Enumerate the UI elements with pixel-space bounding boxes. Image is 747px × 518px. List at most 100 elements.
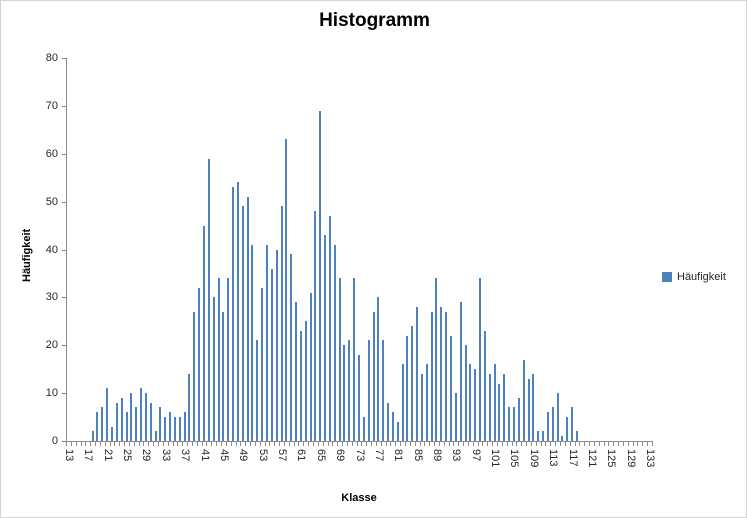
x-axis-tick: [604, 442, 605, 446]
x-axis-tick: [410, 442, 411, 446]
x-axis-tick: [453, 442, 454, 446]
x-axis-tick: [589, 442, 590, 446]
x-axis-tick: [187, 442, 188, 446]
histogram-bar: [546, 412, 549, 441]
x-axis-tick: [637, 442, 638, 446]
x-axis-tick: [555, 442, 556, 446]
histogram-bar: [464, 345, 467, 441]
y-axis-tick: [62, 202, 66, 203]
x-axis-tick: [507, 442, 508, 446]
histogram-bar: [430, 311, 433, 441]
histogram-bar: [207, 158, 210, 441]
histogram-bar: [106, 388, 109, 441]
x-axis-tick-label: 37: [179, 449, 192, 462]
histogram-bar: [488, 373, 491, 441]
x-axis-tick: [565, 442, 566, 446]
histogram-bar: [498, 383, 501, 441]
x-axis-tick: [347, 442, 348, 446]
histogram-bar: [435, 278, 438, 441]
x-axis-tick: [85, 442, 86, 446]
y-axis-tick: [62, 250, 66, 251]
x-axis-tick: [124, 442, 125, 446]
histogram-bar: [425, 364, 428, 441]
histogram-bar: [358, 354, 360, 441]
x-axis-tick: [545, 442, 546, 446]
x-axis-tick: [100, 442, 101, 446]
x-axis-tick: [95, 442, 96, 446]
y-axis-tick-label: 10: [45, 387, 58, 399]
histogram-bar: [522, 359, 525, 441]
y-axis-tick-label: 20: [45, 339, 58, 351]
x-axis-tick-label: 33: [159, 449, 172, 462]
x-axis-tick: [550, 442, 551, 446]
y-axis-tick-label: 60: [45, 148, 58, 160]
x-axis-tick-label: 121: [585, 449, 598, 468]
histogram-bar: [372, 311, 375, 441]
histogram-bar: [406, 335, 409, 441]
histogram-bar: [420, 373, 423, 441]
x-axis-tick: [134, 442, 135, 446]
legend: Häufigkeit: [662, 271, 726, 283]
x-axis-tick-label: 61: [295, 449, 308, 462]
histogram-bar: [304, 321, 307, 441]
x-axis-tick-label: 89: [430, 449, 443, 462]
x-axis-tick: [468, 442, 469, 446]
histogram-bar: [391, 412, 394, 441]
histogram-bar: [445, 311, 448, 441]
y-axis-tick-label: 30: [45, 291, 58, 303]
x-axis-tick: [168, 442, 169, 446]
x-axis-tick: [240, 442, 241, 446]
x-axis-tick: [71, 442, 72, 446]
x-axis-tick: [66, 442, 67, 446]
x-axis-tick-label: 77: [372, 449, 385, 462]
x-axis-tick: [211, 442, 212, 446]
x-axis-tick: [298, 442, 299, 446]
histogram-bar: [217, 278, 220, 441]
x-axis-tick: [163, 442, 164, 446]
x-axis-tick-label: 41: [198, 449, 211, 462]
x-axis-tick: [148, 442, 149, 446]
histogram-bar: [348, 340, 351, 441]
histogram-bar: [270, 268, 273, 441]
histogram-bar: [411, 326, 414, 441]
x-axis-tick: [536, 442, 537, 446]
x-axis-tick: [541, 442, 542, 446]
histogram-bar: [537, 431, 540, 441]
histogram-bar: [396, 421, 399, 441]
histogram-bar: [401, 364, 404, 441]
chart-title: Histogramm: [319, 10, 430, 31]
x-axis-tick: [521, 442, 522, 446]
x-axis-tick: [458, 442, 459, 446]
histogram-bar: [561, 436, 564, 441]
x-axis-tick: [206, 442, 207, 446]
histogram-bar: [387, 402, 390, 441]
x-axis-tick: [487, 442, 488, 446]
histogram-bar: [96, 412, 99, 441]
legend-label: Häufigkeit: [677, 271, 726, 283]
histogram-bar: [377, 297, 380, 441]
x-axis-tick: [139, 442, 140, 446]
histogram-bar: [159, 407, 162, 441]
x-axis-tick: [313, 442, 314, 446]
x-axis-tick: [473, 442, 474, 446]
x-axis-tick: [613, 442, 614, 446]
x-axis-tick: [526, 442, 527, 446]
histogram-bar: [246, 196, 249, 441]
x-axis-tick: [255, 442, 256, 446]
histogram-bar: [299, 330, 302, 441]
x-axis-tick-label: 17: [82, 449, 95, 462]
x-axis-tick: [279, 442, 280, 446]
x-axis-tick: [110, 442, 111, 446]
x-axis-tick-label: 29: [140, 449, 153, 462]
x-axis-tick: [478, 442, 479, 446]
x-axis-tick: [482, 442, 483, 446]
histogram-bar: [450, 335, 453, 441]
x-axis-tick: [502, 442, 503, 446]
histogram-bar: [440, 306, 443, 441]
x-axis-tick: [429, 442, 430, 446]
x-axis-tick: [395, 442, 396, 446]
histogram-bar: [575, 431, 578, 441]
x-axis-tick: [114, 442, 115, 446]
histogram-bar: [164, 417, 167, 441]
y-axis-tick: [62, 297, 66, 298]
